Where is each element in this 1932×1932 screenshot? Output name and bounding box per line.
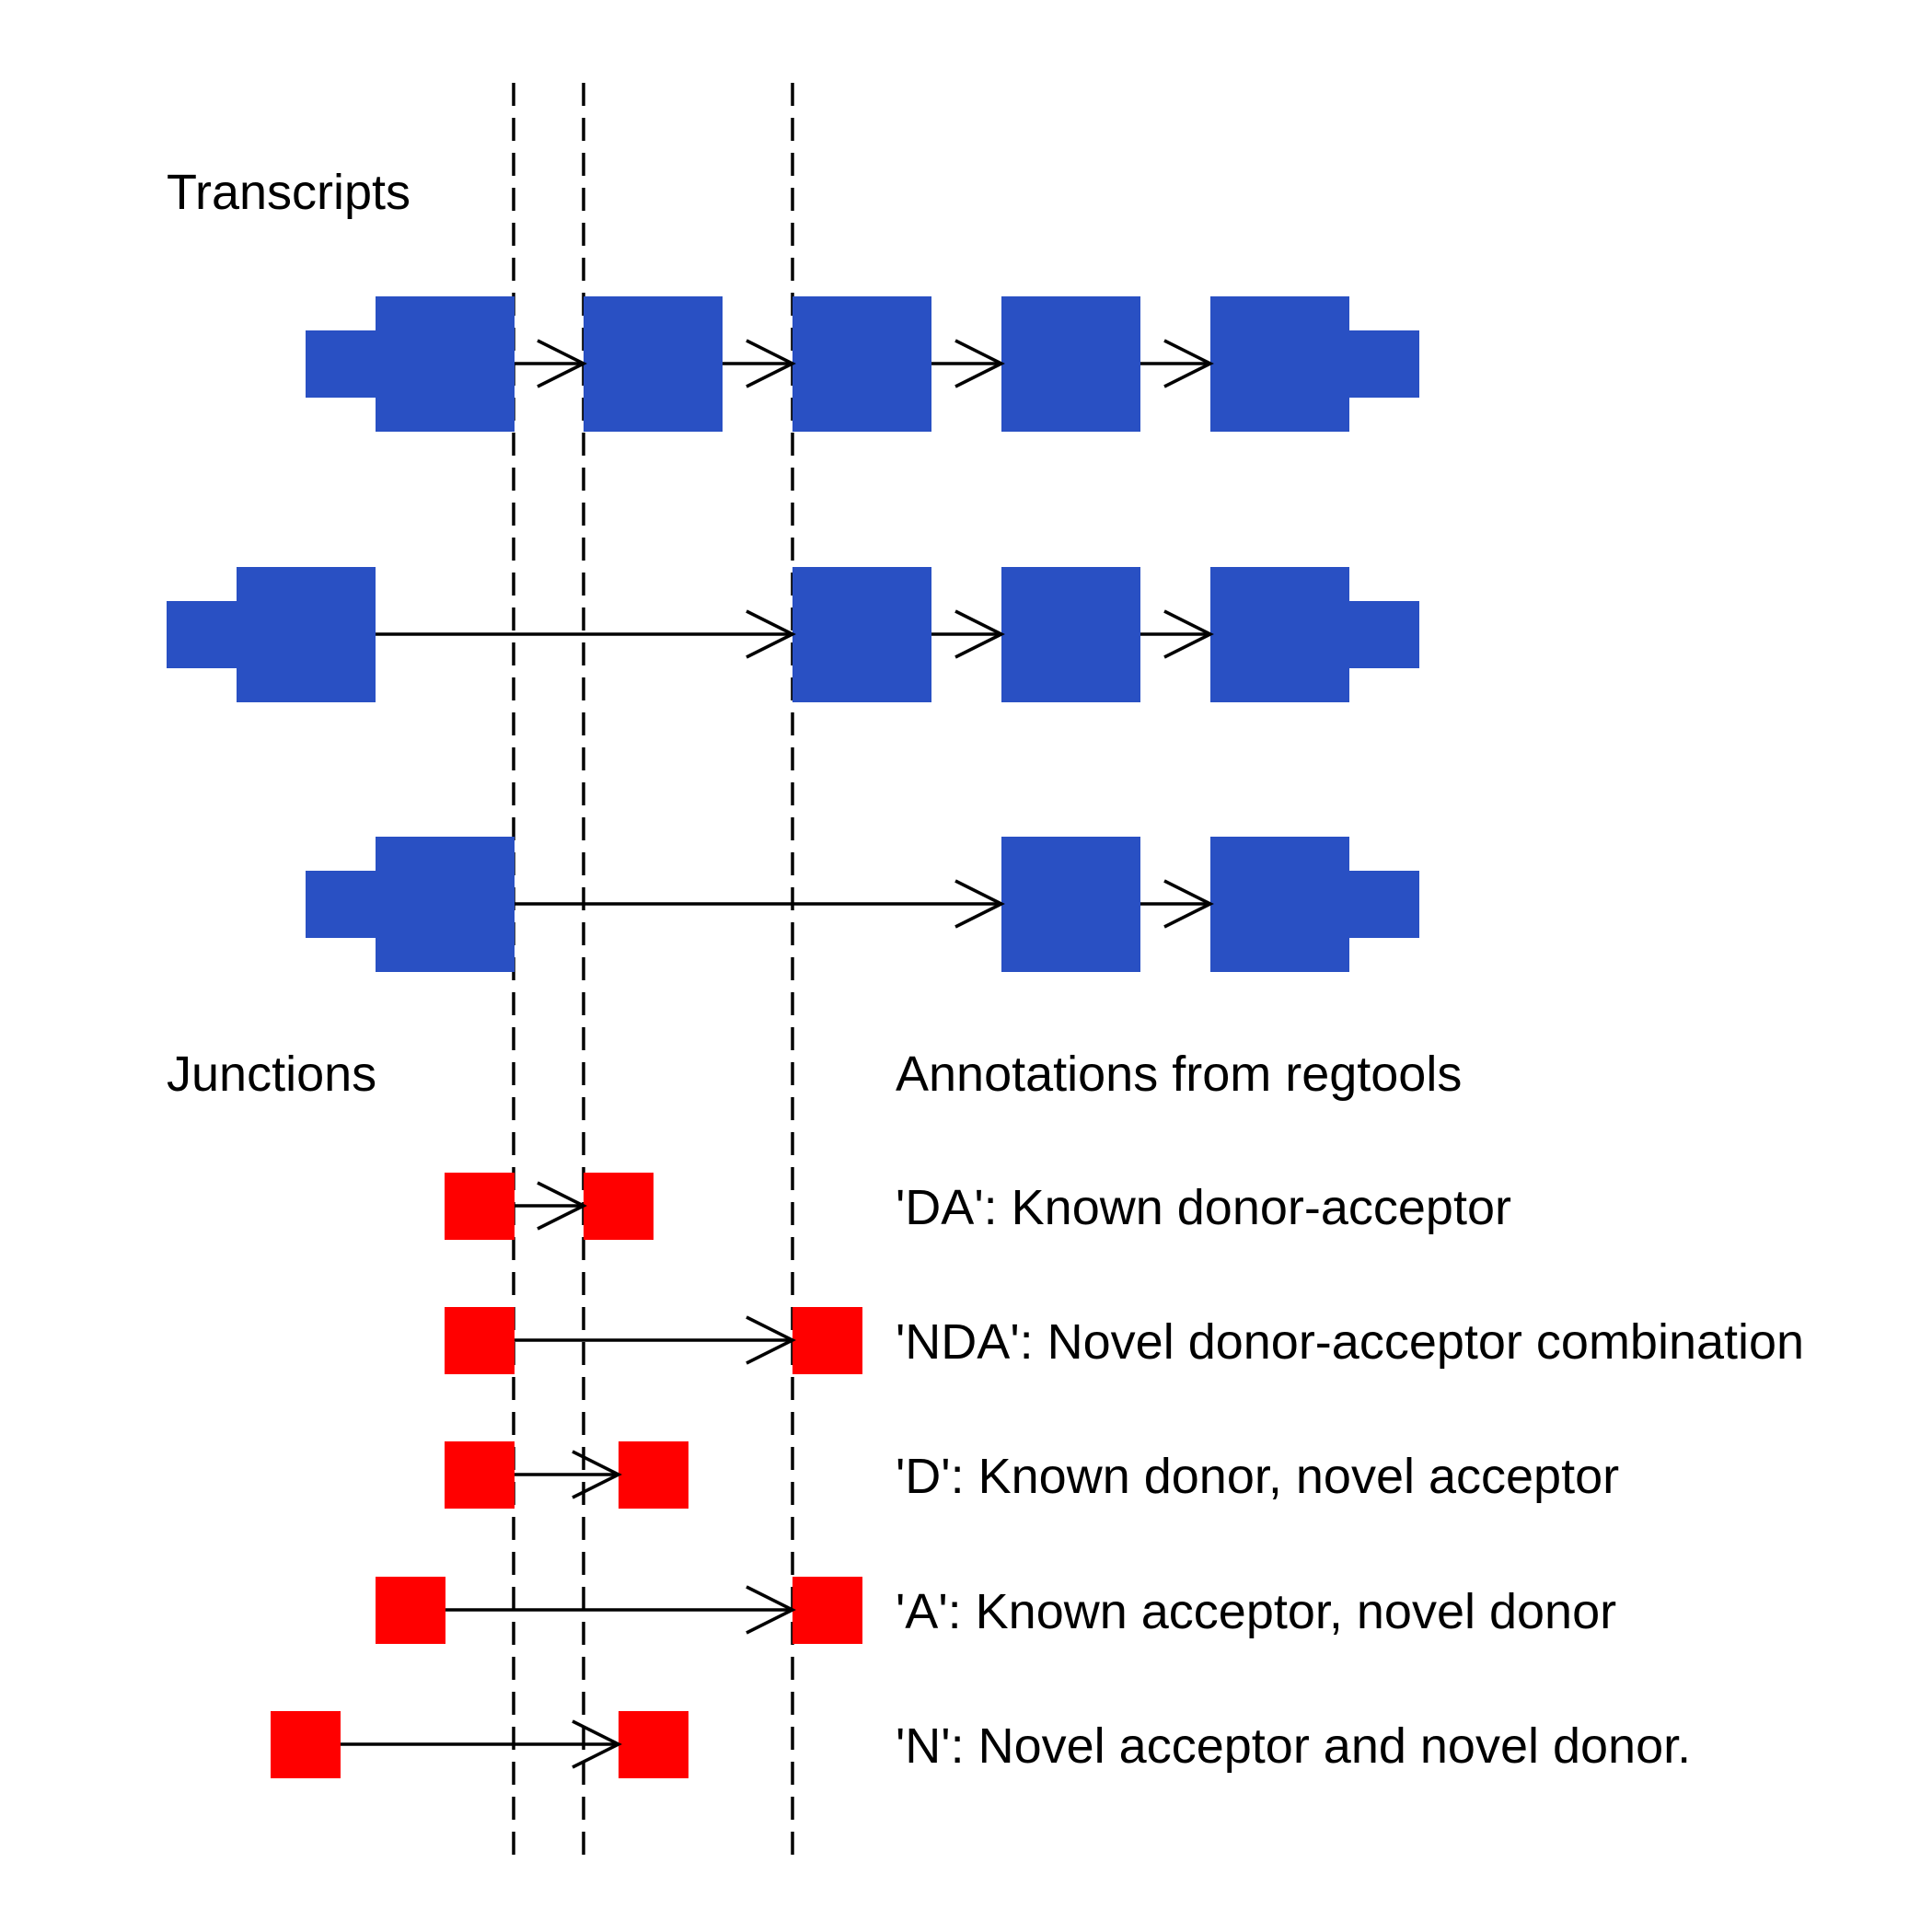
junction-acceptor-box xyxy=(792,1577,862,1644)
junction-donor-box xyxy=(445,1307,515,1374)
exon xyxy=(792,567,931,702)
junction-donor-box xyxy=(445,1441,515,1509)
intron-arrows xyxy=(376,609,1214,659)
junction-D xyxy=(445,1441,688,1509)
annotation-label-D: 'D': Known donor, novel acceptor xyxy=(896,1449,1619,1504)
junction-arrow xyxy=(515,1315,796,1365)
exon xyxy=(306,296,515,432)
junctions-title: Junctions xyxy=(167,1047,376,1102)
transcript-2 xyxy=(167,567,1419,702)
junction-acceptor-box xyxy=(584,1173,654,1240)
junction-acceptor-box xyxy=(792,1307,862,1374)
transcripts-title: Transcripts xyxy=(167,165,411,220)
junction-acceptor-box xyxy=(619,1711,688,1778)
exon xyxy=(1001,837,1140,972)
exon xyxy=(1001,567,1140,702)
junction-A xyxy=(376,1577,862,1644)
exon xyxy=(1210,837,1419,972)
intron-arrows xyxy=(515,879,1214,929)
exon xyxy=(1001,296,1140,432)
junction-donor-box xyxy=(271,1711,341,1778)
junction-DA xyxy=(445,1173,654,1240)
junction-N xyxy=(271,1711,688,1778)
transcript-1 xyxy=(306,296,1419,432)
intron-arrows xyxy=(515,339,1214,388)
junction-NDA xyxy=(445,1307,862,1374)
annotation-label-N: 'N': Novel acceptor and novel donor. xyxy=(896,1718,1691,1774)
annotation-label-A: 'A': Known acceptor, novel donor xyxy=(896,1584,1616,1639)
junction-arrow xyxy=(341,1719,622,1769)
junction-donor-box xyxy=(445,1173,515,1240)
transcript-3 xyxy=(306,837,1419,972)
annotations-title: Annotations from regtools xyxy=(896,1047,1462,1102)
exon xyxy=(167,567,376,702)
junction-arrow xyxy=(445,1585,796,1635)
exon xyxy=(306,837,515,972)
junction-arrow xyxy=(515,1181,587,1231)
exon xyxy=(1210,567,1419,702)
exon xyxy=(792,296,931,432)
annotation-label-DA: 'DA': Known donor-acceptor xyxy=(896,1180,1511,1235)
exon xyxy=(1210,296,1419,432)
exon xyxy=(584,296,723,432)
junction-donor-box xyxy=(376,1577,445,1644)
junction-acceptor-box xyxy=(619,1441,688,1509)
annotation-label-NDA: 'NDA': Novel donor-acceptor combination xyxy=(896,1314,1804,1370)
junction-arrow xyxy=(515,1450,622,1499)
